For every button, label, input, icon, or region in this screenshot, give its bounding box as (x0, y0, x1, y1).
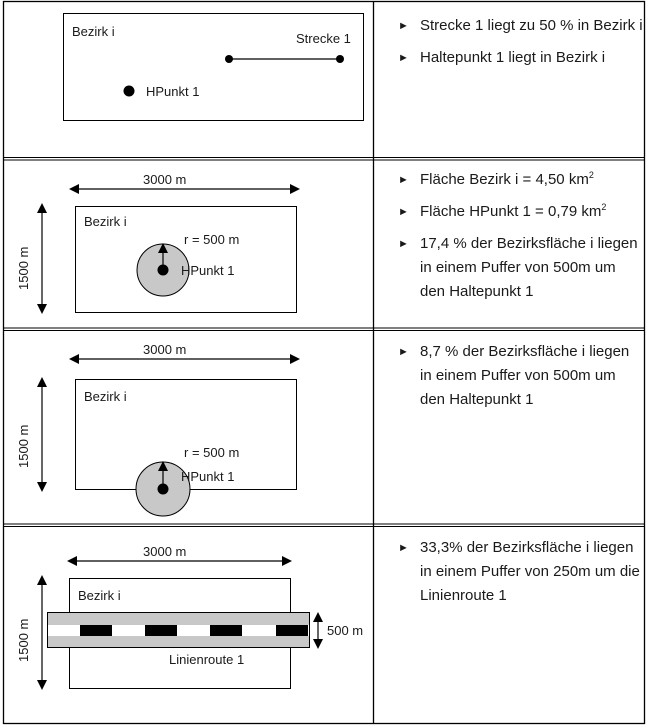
bullet-arrow-icon: ► (398, 542, 409, 554)
diagram-row-4: 3000 m 1500 m Bezirk i 500 m Linienroute… (16, 544, 363, 690)
bullet-arrow-icon: ► (398, 20, 409, 32)
bullet-arrow-icon: ► (398, 174, 409, 186)
route-endpoint (225, 55, 233, 63)
row-4-bullets: ► 33,3% der Bezirksfläche i liegen in ein… (398, 536, 643, 616)
bullet-item: ► Haltepunkt 1 liegt in Bezirk i (398, 46, 643, 70)
district-label: Bezirk i (84, 389, 127, 404)
bullet-item: ► Fläche Bezirk i = 4,50 km2 (398, 168, 643, 192)
route-dash (80, 625, 112, 636)
stop-point (123, 85, 135, 97)
bullet-text: Strecke 1 liegt zu 50 % in Bezirk i (420, 17, 643, 34)
route-dash (276, 625, 308, 636)
bullet-text: 33,3% der Bezirksfläche i liegen in eine… (420, 539, 640, 604)
height-label: 1500 m (16, 619, 31, 662)
width-label: 3000 m (143, 342, 186, 357)
district-label: Bezirk i (84, 214, 127, 229)
stop-label: HPunkt 1 (181, 469, 234, 484)
bullet-text: 17,4 % der Bezirksfläche i liegen in ein… (420, 235, 638, 300)
diagram-row-2: 3000 m 1500 m Bezirk i r = 500 m HPunkt … (16, 172, 300, 314)
stop-label: HPunkt 1 (181, 263, 234, 278)
district-label: Bezirk i (78, 588, 121, 603)
bullet-text: 8,7 % der Bezirksfläche i liegen in eine… (420, 343, 630, 408)
stop-point (157, 264, 169, 276)
bullet-text: Haltepunkt 1 liegt in Bezirk i (420, 49, 606, 66)
diagram-row-1: Bezirk i Strecke 1 HPunkt 1 (63, 13, 364, 121)
width-label: 3000 m (143, 544, 186, 559)
width-label: 3000 m (143, 172, 186, 187)
district-rect (63, 13, 364, 121)
radius-label: r = 500 m (184, 445, 239, 460)
bullet-text: Fläche Bezirk i = 4,50 km (420, 171, 589, 188)
bullet-arrow-icon: ► (398, 52, 409, 64)
stop-point (157, 483, 169, 495)
district-label: Bezirk i (72, 24, 115, 39)
route-dash (145, 625, 177, 636)
superscript: 2 (601, 202, 607, 212)
row-1-bullets: ► Strecke 1 liegt zu 50 % in Bezirk i ► Ha… (398, 14, 643, 78)
superscript: 2 (588, 170, 594, 180)
bullet-arrow-icon: ► (398, 206, 409, 218)
route-label: Strecke 1 (296, 31, 351, 46)
diagram-row-3: 3000 m 1500 m Bezirk i r = 500 m HPunkt … (16, 342, 300, 517)
route-label: Linienroute 1 (169, 652, 244, 667)
route-dash (210, 625, 242, 636)
bullet-arrow-icon: ► (398, 346, 409, 358)
district-rect (75, 206, 297, 313)
height-label: 1500 m (16, 247, 31, 290)
buffer-label: 500 m (327, 623, 363, 638)
bullet-item: ► 8,7 % der Bezirksfläche i liegen in ein… (398, 340, 643, 412)
bullet-item: ► Strecke 1 liegt zu 50 % in Bezirk i (398, 14, 643, 38)
route-endpoint (336, 55, 344, 63)
bullet-item: ► 33,3% der Bezirksfläche i liegen in ein… (398, 536, 643, 608)
row-2-bullets: ► Fläche Bezirk i = 4,50 km2 ► Fläche HPun… (398, 168, 643, 312)
stop-label: HPunkt 1 (146, 84, 199, 99)
bullet-text: Fläche HPunkt 1 = 0,79 km (420, 203, 602, 220)
row-3-bullets: ► 8,7 % der Bezirksfläche i liegen in ein… (398, 340, 643, 420)
bullet-item: ► 17,4 % der Bezirksfläche i liegen in ei… (398, 232, 643, 304)
radius-label: r = 500 m (184, 232, 239, 247)
height-label: 1500 m (16, 425, 31, 468)
bullet-item: ► Fläche HPunkt 1 = 0,79 km2 (398, 200, 643, 224)
bullet-arrow-icon: ► (398, 238, 409, 250)
route-line-band (48, 625, 309, 636)
